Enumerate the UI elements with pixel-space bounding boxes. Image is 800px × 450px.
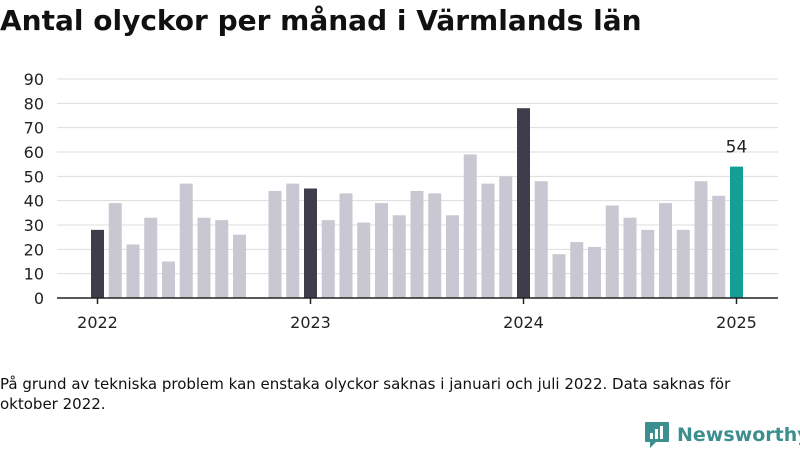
bar <box>463 154 477 298</box>
y-tick-label: 20 <box>24 240 44 259</box>
bar <box>392 215 406 298</box>
y-tick-label: 50 <box>24 167 44 186</box>
bar <box>268 190 282 298</box>
y-tick-label: 90 <box>24 70 44 89</box>
bars <box>91 108 743 298</box>
bar <box>339 193 353 298</box>
bar <box>641 229 655 298</box>
bar <box>215 220 229 298</box>
bar-chart: 0 10 20 30 40 50 60 70 80 90 54 2022 2023 2024 2025 <box>24 70 778 332</box>
y-tick-label: 40 <box>24 192 44 211</box>
bar <box>321 220 335 298</box>
bar <box>676 229 690 298</box>
chart-title: Antal olyckor per månad i Värmlands län <box>0 4 642 37</box>
bar <box>623 217 637 298</box>
value-label: 54 <box>726 138 748 158</box>
bar <box>499 176 513 298</box>
bar <box>570 242 584 298</box>
bar <box>197 217 211 298</box>
bar <box>517 108 530 298</box>
bar <box>534 181 548 298</box>
bar <box>304 188 317 298</box>
bar <box>481 183 495 298</box>
bar <box>605 205 619 298</box>
bar <box>712 195 726 298</box>
y-tick-label: 80 <box>24 94 44 113</box>
bar <box>375 203 388 298</box>
x-axis-ticks: 2022 2023 2024 2025 <box>77 298 757 332</box>
newsworthy-logo[interactable]: Newsworthy <box>644 420 800 450</box>
bar <box>357 222 371 298</box>
y-tick-label: 0 <box>34 289 44 308</box>
bar <box>588 246 601 298</box>
x-tick-label: 2022 <box>77 313 118 332</box>
bar <box>108 203 122 298</box>
bar <box>730 166 743 298</box>
x-tick-label: 2023 <box>290 313 331 332</box>
bar <box>659 203 672 298</box>
footnote: På grund av tekniska problem kan enstaka… <box>0 375 731 413</box>
y-tick-label: 70 <box>24 119 44 138</box>
x-tick-label: 2025 <box>716 313 757 332</box>
bar <box>91 229 104 298</box>
bar <box>126 244 140 298</box>
bar <box>552 254 566 298</box>
y-tick-label: 60 <box>24 143 44 162</box>
logo-text: Newsworthy <box>677 424 800 446</box>
bar <box>233 234 246 298</box>
y-tick-label: 30 <box>24 216 44 235</box>
bar <box>428 193 442 298</box>
bar <box>446 215 459 298</box>
grid-lines <box>57 78 778 275</box>
x-tick-label: 2024 <box>503 313 544 332</box>
bar <box>144 217 158 298</box>
bar <box>179 183 193 298</box>
value-labels: 54 <box>726 138 748 158</box>
newsworthy-logo-icon <box>645 422 669 448</box>
bar <box>694 181 708 298</box>
bar <box>162 261 175 298</box>
y-axis-ticks: 0 10 20 30 40 50 60 70 80 90 <box>24 70 44 308</box>
bar <box>410 190 424 298</box>
bar <box>286 183 300 298</box>
y-tick-label: 10 <box>24 265 44 284</box>
